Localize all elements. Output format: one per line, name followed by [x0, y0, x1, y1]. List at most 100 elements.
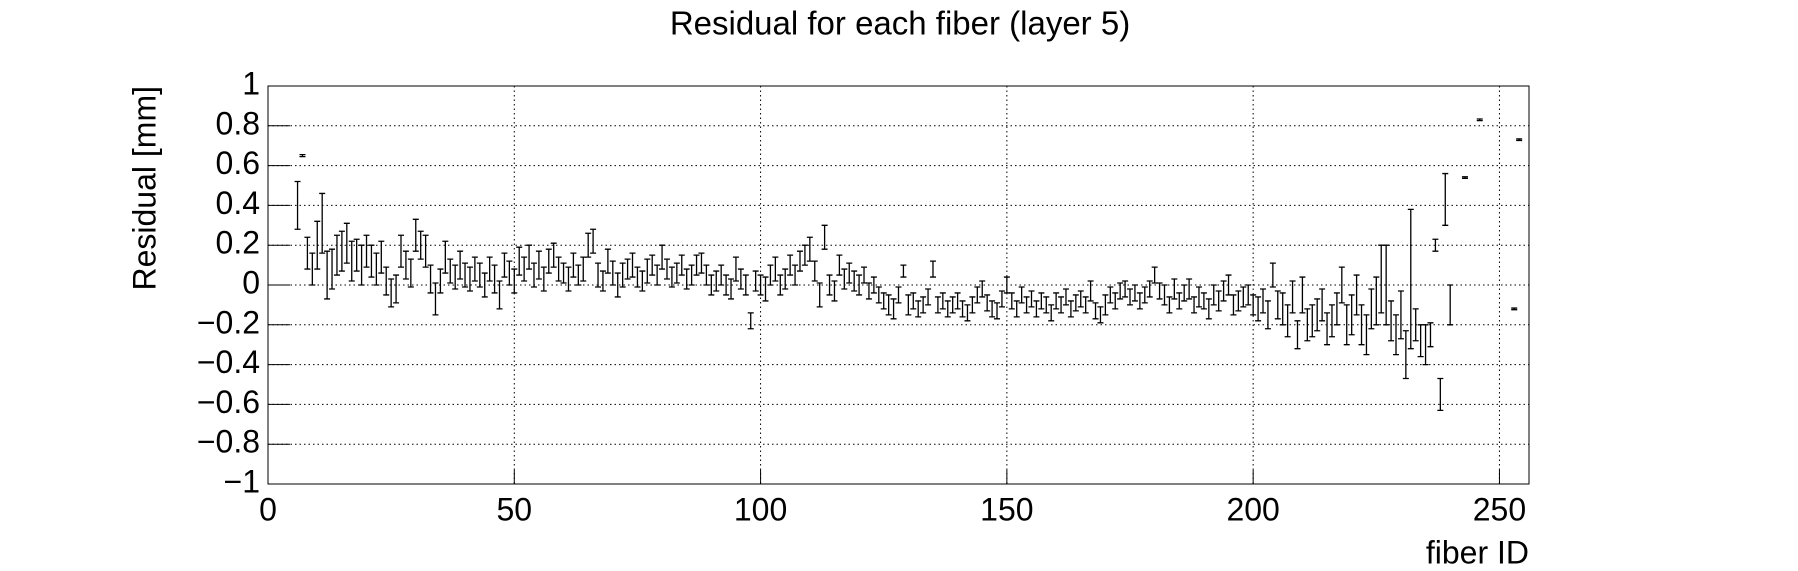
error-bar: [575, 264, 582, 286]
error-bar: [979, 280, 986, 298]
error-bar: [412, 218, 419, 252]
error-bar: [659, 244, 666, 270]
error-bar: [1072, 294, 1079, 312]
error-bar: [506, 260, 513, 286]
error-bar: [925, 288, 932, 306]
error-bar: [634, 266, 641, 288]
error-bar: [954, 292, 961, 310]
error-bar: [388, 278, 395, 308]
error-bar: [890, 298, 897, 320]
error-bar: [466, 266, 473, 292]
error-bar: [1260, 288, 1267, 314]
error-bar: [1314, 298, 1321, 332]
error-bar: [1117, 282, 1124, 300]
error-bar: [969, 296, 976, 314]
y-tick-label: 0: [242, 264, 260, 300]
error-bar: [1250, 294, 1257, 316]
error-bar: [885, 294, 892, 316]
error-bar: [875, 286, 882, 304]
y-tick-label: 1: [242, 65, 260, 101]
error-bar: [1048, 304, 1055, 322]
error-bar: [521, 256, 528, 282]
error-bar: [496, 280, 503, 310]
error-bar: [585, 232, 592, 258]
error-bar: [1230, 294, 1237, 316]
error-bar: [560, 262, 567, 284]
x-axis-title: fiber ID: [1426, 534, 1529, 570]
x-tick-label: 50: [496, 491, 532, 527]
error-bar: [447, 258, 454, 284]
error-bar: [688, 264, 695, 286]
error-bar: [1437, 377, 1444, 412]
error-bar: [1205, 298, 1212, 320]
error-bar: [723, 274, 730, 296]
error-bar: [856, 274, 863, 296]
error-bar: [920, 296, 927, 314]
error-bar: [378, 240, 385, 274]
error-bar: [767, 264, 774, 286]
error-bar: [1131, 284, 1138, 302]
error-bar: [949, 296, 956, 314]
error-bar: [1368, 288, 1375, 330]
error-bar: [900, 264, 907, 278]
error-bar: [959, 300, 966, 318]
error-bar: [1200, 292, 1207, 310]
error-bar: [363, 234, 370, 268]
y-tick-label: 0.6: [216, 145, 260, 181]
error-bar: [1427, 322, 1434, 348]
error-bar: [1279, 292, 1286, 326]
error-bar: [654, 264, 661, 286]
error-bar: [964, 304, 971, 322]
y-axis-title: Residual [mm]: [126, 86, 162, 291]
error-bar: [1412, 308, 1419, 342]
error-bar: [777, 274, 784, 296]
error-bar: [816, 282, 823, 308]
error-bar: [698, 252, 705, 274]
error-bar: [294, 180, 301, 230]
y-tick-label: 0.4: [216, 185, 260, 221]
error-bar: [1028, 290, 1035, 308]
error-bar: [1107, 286, 1114, 304]
error-bar: [1077, 290, 1084, 308]
error-bar: [1235, 290, 1242, 312]
error-bar: [1122, 280, 1129, 298]
error-bar: [1062, 288, 1069, 306]
error-bar: [329, 248, 336, 290]
error-bar: [826, 274, 833, 296]
error-bar: [383, 266, 390, 296]
error-bar: [343, 222, 350, 264]
error-bar: [895, 286, 902, 304]
error-bar: [1338, 266, 1345, 304]
error-bar: [984, 294, 991, 312]
error-bar: [299, 154, 306, 158]
error-bar: [1397, 290, 1404, 340]
error-bar: [939, 292, 946, 310]
error-bar: [1383, 244, 1390, 326]
error-bar: [728, 278, 735, 300]
error-bar: [639, 270, 646, 292]
error-bar: [1422, 324, 1429, 366]
error-bar: [333, 234, 340, 276]
error-bar: [1210, 284, 1217, 306]
error-bar: [437, 268, 444, 294]
error-bar: [792, 264, 799, 286]
error-bar: [516, 246, 523, 276]
error-bar: [713, 270, 720, 292]
error-bar: [1353, 274, 1360, 316]
error-bar: [402, 250, 409, 280]
error-bar: [1461, 176, 1468, 179]
error-bar: [422, 234, 429, 268]
error-bar: [1023, 296, 1030, 314]
error-bar: [319, 192, 326, 254]
error-bar: [368, 244, 375, 278]
error-bar: [673, 262, 680, 284]
error-bar: [624, 258, 631, 280]
error-bar: [1393, 314, 1399, 356]
x-tick-label: 150: [980, 491, 1033, 527]
error-bar: [373, 252, 380, 286]
error-bar: [397, 234, 404, 268]
error-bar: [1067, 300, 1074, 318]
error-bar: [910, 292, 917, 310]
error-bar: [1191, 296, 1198, 314]
